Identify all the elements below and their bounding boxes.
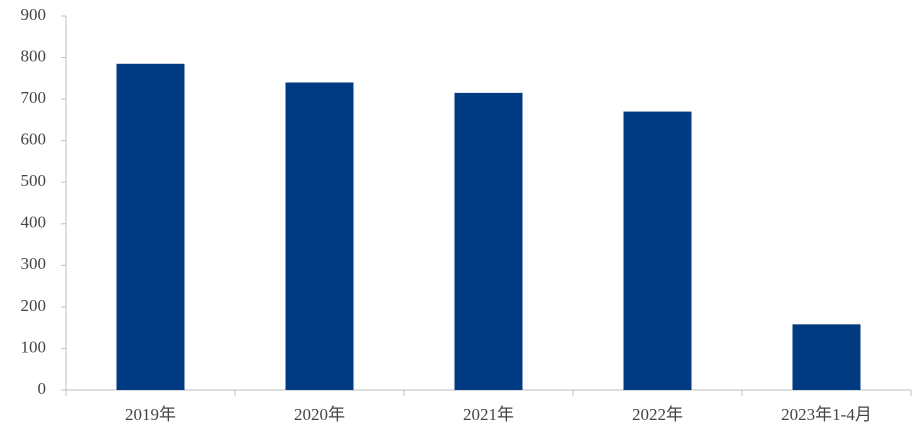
y-tick-label: 0: [38, 379, 47, 398]
bar: [116, 63, 185, 391]
bar: [454, 92, 523, 390]
y-tick-label: 900: [21, 5, 47, 24]
y-tick-label: 300: [21, 254, 47, 273]
bar: [792, 324, 861, 390]
x-tick-label: 2021年: [463, 405, 514, 424]
y-tick-label: 700: [21, 88, 47, 107]
y-tick-label: 500: [21, 171, 47, 190]
x-tick-label: 2020年: [294, 405, 345, 424]
y-tick-label: 200: [21, 296, 47, 315]
y-tick-label: 400: [21, 213, 47, 232]
y-tick-label: 600: [21, 130, 47, 149]
x-tick-label: 2019年: [125, 405, 176, 424]
x-tick-label: 2022年: [632, 405, 683, 424]
y-tick-label: 800: [21, 46, 47, 65]
y-tick-label: 100: [21, 337, 47, 356]
bar: [285, 82, 354, 390]
bar: [623, 111, 692, 391]
x-tick-label: 2023年1-4月: [781, 405, 872, 424]
